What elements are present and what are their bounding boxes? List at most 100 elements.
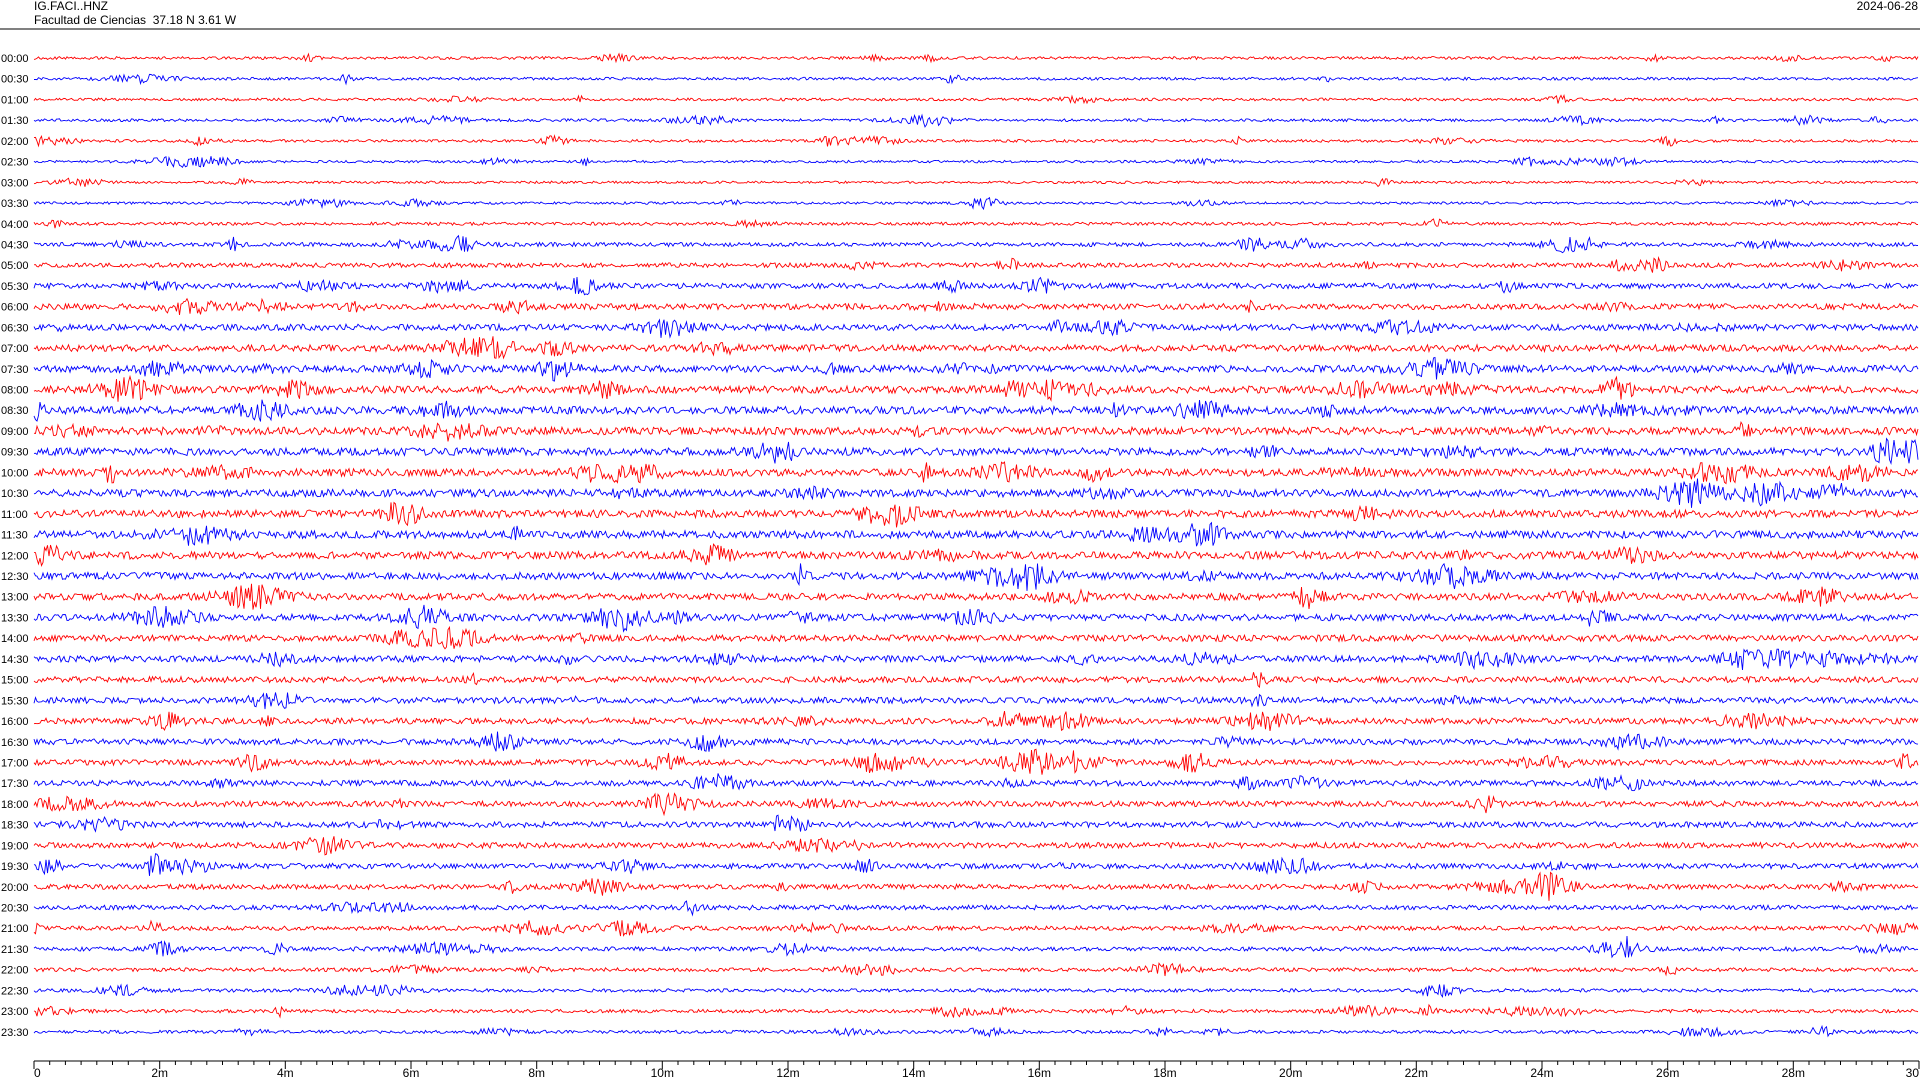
row-label-1500: 15:00 xyxy=(1,675,29,687)
trace-0230 xyxy=(33,155,1919,169)
row-label-1030: 10:30 xyxy=(1,488,29,500)
trace-1930 xyxy=(33,853,1919,876)
row-label-1800: 18:00 xyxy=(1,799,29,811)
row-label-2030: 20:30 xyxy=(1,903,29,915)
trace-1030 xyxy=(33,478,1918,508)
trace-1730 xyxy=(33,773,1919,792)
row-label-1600: 16:00 xyxy=(1,716,29,728)
row-label-2000: 20:00 xyxy=(1,882,29,894)
x-tick-label: 22m xyxy=(1405,1066,1428,1080)
trace-0730 xyxy=(33,356,1919,382)
trace-1430 xyxy=(33,648,1919,671)
station-location: Facultad de Ciencias 37.18 N 3.61 W xyxy=(34,13,237,27)
trace-0400 xyxy=(33,218,1919,229)
row-label-1530: 15:30 xyxy=(1,695,29,707)
trace-2300 xyxy=(33,1003,1919,1019)
x-tick-label: 18m xyxy=(1153,1066,1176,1080)
x-tick-label: 14m xyxy=(902,1066,925,1080)
trace-2200 xyxy=(33,962,1918,977)
x-axis: 0 2m 4m 6m 8m 10m 12m 14m 16m 18m 20m 22m 24m 26m 28m 3… xyxy=(33,1060,1920,1080)
trace-0500 xyxy=(33,256,1919,273)
trace-0600 xyxy=(33,297,1919,315)
row-label-0300: 03:00 xyxy=(1,177,29,189)
row-label-0530: 05:30 xyxy=(1,281,29,293)
row-label-2300: 23:00 xyxy=(1,1006,29,1018)
trace-1100 xyxy=(33,501,1919,528)
row-label-1200: 12:00 xyxy=(1,550,29,562)
x-tick-label: 2m xyxy=(151,1066,168,1080)
trace-2130 xyxy=(33,935,1919,959)
trace-0030 xyxy=(34,73,1919,86)
trace-0100 xyxy=(33,94,1919,105)
x-tick-label: 6m xyxy=(403,1066,420,1080)
x-tick-label: 10m xyxy=(651,1066,674,1080)
trace-1400 xyxy=(33,625,1919,650)
row-label-2230: 22:30 xyxy=(1,985,29,997)
row-label-1130: 11:30 xyxy=(1,530,28,542)
row-label-0500: 05:00 xyxy=(1,260,29,272)
trace-0630 xyxy=(33,318,1919,339)
row-label-2130: 21:30 xyxy=(1,944,29,956)
trace-0930 xyxy=(33,437,1919,466)
trace-0530 xyxy=(33,276,1919,296)
record-date: 2024-06-28 xyxy=(1856,0,1918,13)
trace-0900 xyxy=(33,420,1919,442)
row-label-1630: 16:30 xyxy=(1,737,29,749)
trace-1330 xyxy=(33,604,1919,633)
trace-0330 xyxy=(33,196,1919,211)
row-label-0400: 04:00 xyxy=(1,219,29,231)
trace-1530 xyxy=(33,692,1919,710)
trace-1300 xyxy=(33,583,1919,610)
trace-rows: 00:00 00:30 01:00 01:30 02:00 02:30 03:00 03:30… xyxy=(1,52,1919,1039)
trace-2230 xyxy=(33,983,1919,999)
trace-1500 xyxy=(33,671,1919,689)
trace-1130 xyxy=(33,521,1919,547)
x-tick-label: 24m xyxy=(1530,1066,1553,1080)
trace-2100 xyxy=(33,919,1919,937)
row-label-0430: 04:30 xyxy=(1,240,29,252)
trace-1000 xyxy=(33,461,1919,485)
row-label-0930: 09:30 xyxy=(1,447,29,459)
row-label-1930: 19:30 xyxy=(1,861,29,873)
station-code: IG.FACI..HNZ xyxy=(34,0,109,13)
trace-1900 xyxy=(33,836,1919,856)
row-label-1330: 13:30 xyxy=(1,612,29,624)
row-label-1300: 13:00 xyxy=(1,592,29,604)
row-label-0830: 08:30 xyxy=(1,405,29,417)
trace-0700 xyxy=(33,336,1919,360)
trace-0130 xyxy=(33,113,1919,128)
trace-0300 xyxy=(33,177,1919,188)
row-label-1230: 12:30 xyxy=(1,571,29,583)
x-tick-label: 8m xyxy=(528,1066,545,1080)
row-label-1100: 11:00 xyxy=(1,509,28,521)
row-label-0330: 03:30 xyxy=(1,198,29,210)
row-label-0630: 06:30 xyxy=(1,322,29,334)
x-tick-label: 4m xyxy=(277,1066,294,1080)
trace-0430 xyxy=(33,234,1919,254)
row-label-0230: 02:30 xyxy=(1,157,29,169)
trace-1800 xyxy=(33,792,1919,817)
trace-1600 xyxy=(33,711,1919,732)
row-label-2200: 22:00 xyxy=(1,965,29,977)
trace-0200 xyxy=(33,134,1919,148)
row-label-1730: 17:30 xyxy=(1,778,29,790)
row-label-1700: 17:00 xyxy=(1,758,29,770)
x-tick-label: 28m xyxy=(1782,1066,1805,1080)
x-tick-label: 16m xyxy=(1028,1066,1051,1080)
row-label-1430: 14:30 xyxy=(1,654,29,666)
row-label-0900: 09:00 xyxy=(1,426,29,438)
row-label-2330: 23:30 xyxy=(1,1027,29,1039)
row-label-2100: 21:00 xyxy=(1,923,29,935)
row-label-1000: 10:00 xyxy=(1,467,29,479)
trace-2330 xyxy=(33,1024,1919,1038)
trace-1200 xyxy=(33,543,1919,568)
row-label-0000: 00:00 xyxy=(1,53,29,65)
trace-0000 xyxy=(33,52,1919,64)
row-label-0700: 07:00 xyxy=(1,343,29,355)
row-label-0600: 06:00 xyxy=(1,302,29,314)
x-tick-label: 26m xyxy=(1656,1066,1679,1080)
row-label-0800: 08:00 xyxy=(1,385,29,397)
row-label-1830: 18:30 xyxy=(1,820,29,832)
trace-2000 xyxy=(33,871,1919,901)
